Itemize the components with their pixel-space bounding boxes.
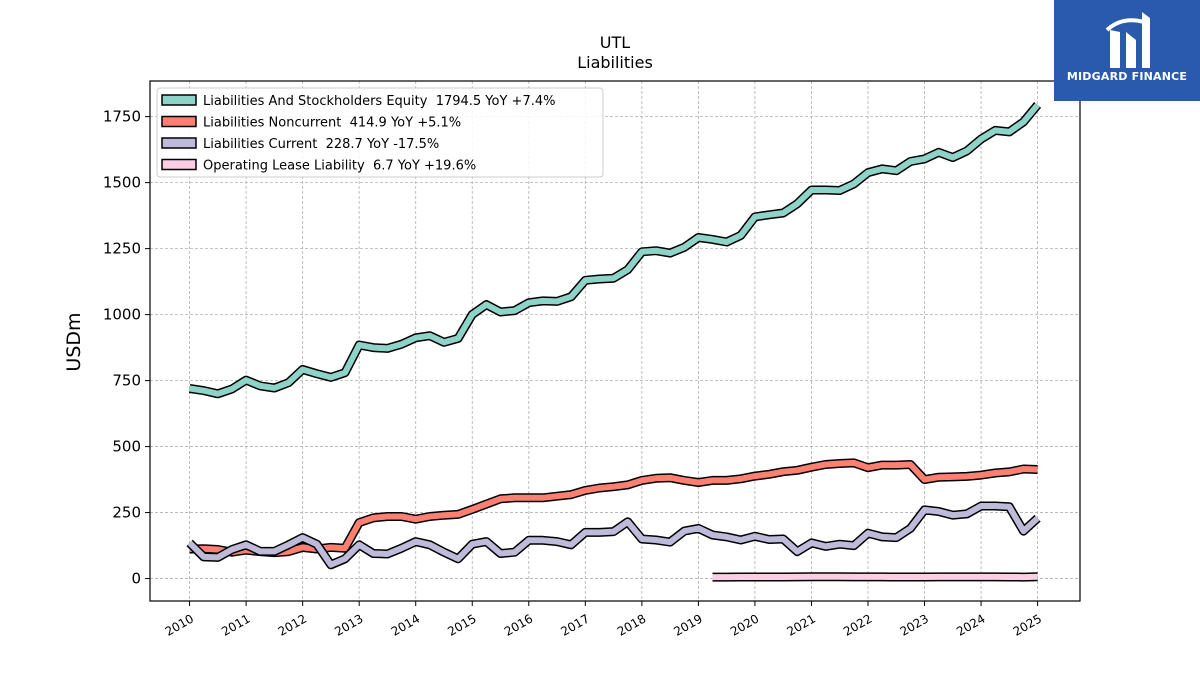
- y-tick-label: 250: [112, 504, 141, 522]
- legend-swatch: [161, 137, 197, 149]
- x-tick-label: 2020: [728, 611, 761, 638]
- legend-box: [156, 87, 604, 178]
- legend-label: Liabilities Current 228.7 YoY -17.5%: [203, 137, 439, 152]
- chart-title: UTL: [600, 33, 630, 52]
- legend-swatch: [161, 94, 197, 106]
- y-tick-label: 500: [112, 438, 141, 456]
- brand-logo: MIDGARD FINANCE: [1054, 0, 1200, 101]
- x-tick-label: 2024: [954, 611, 987, 638]
- y-tick-label: 1000: [103, 306, 141, 324]
- legend-label: Operating Lease Liability 6.7 YoY +19.6%: [203, 159, 476, 174]
- series-3: [186, 501, 1041, 570]
- x-tick-label: 2015: [445, 611, 478, 638]
- brand-logo-icon: [1105, 12, 1150, 68]
- y-tick-label: 1500: [103, 174, 141, 192]
- legend-swatch: [161, 158, 197, 171]
- brand-name: MIDGARD FINANCE: [1066, 70, 1188, 83]
- chart-subtitle: Liabilities: [577, 53, 653, 72]
- x-tick-label: 2023: [898, 611, 931, 638]
- x-tick-label: 2022: [841, 611, 874, 638]
- x-tick-label: 2013: [332, 611, 365, 638]
- y-tick-label: 1750: [103, 108, 141, 126]
- x-tick-label: 2011: [219, 611, 252, 638]
- series-line-outline: [189, 458, 1038, 558]
- y-tick-label: 750: [112, 372, 141, 390]
- series-line: [187, 503, 1040, 568]
- legend: Liabilities And Stockholders Equity 1794…: [156, 87, 604, 178]
- plot-frame: [149, 80, 1081, 602]
- x-tick-label: 2010: [163, 611, 196, 638]
- series-2: [189, 458, 1038, 558]
- series-layer: [186, 102, 1042, 582]
- axis-ticks: 0 250 500 750 1000 1250 1500 1750 2010 2011 2012 20…: [103, 108, 1044, 639]
- x-tick-label: 2014: [389, 611, 422, 638]
- x-tick-label: 2019: [671, 611, 704, 638]
- x-tick-label: 2017: [558, 611, 591, 638]
- series-line-outline: [186, 501, 1041, 570]
- series-1: [188, 102, 1042, 399]
- series-line: [189, 102, 1040, 397]
- x-tick-label: 2012: [276, 611, 309, 638]
- y-axis-label: USDm: [63, 312, 85, 371]
- legend-swatch: [161, 115, 197, 128]
- series-line: [189, 459, 1038, 556]
- legend-label: Liabilities And Stockholders Equity 1794…: [203, 94, 555, 109]
- y-tick-label: 1250: [103, 240, 141, 258]
- x-tick-label: 2025: [1011, 611, 1044, 638]
- x-tick-label: 2018: [615, 611, 648, 638]
- x-tick-label: 2016: [502, 611, 535, 638]
- legend-label: Liabilities Noncurrent 414.9 YoY +5.1%: [203, 116, 461, 131]
- x-tick-label: 2021: [785, 611, 818, 638]
- y-tick-label: 0: [131, 570, 141, 588]
